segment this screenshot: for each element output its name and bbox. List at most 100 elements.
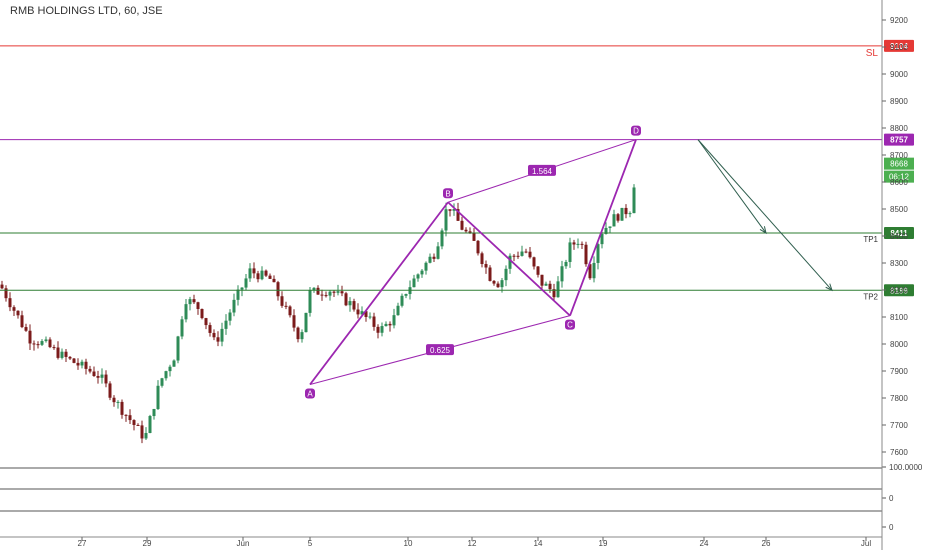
candle-body: [544, 283, 548, 286]
candle-body: [604, 227, 608, 234]
candle-body: [232, 299, 236, 313]
candle-body: [568, 242, 572, 262]
level-price-tag-sl: 9104: [890, 42, 908, 51]
candle-body: [512, 255, 516, 257]
candle-body: [124, 414, 128, 416]
candle-body: [340, 291, 344, 294]
candle-body: [284, 305, 288, 307]
candle-body: [60, 351, 64, 358]
candle-body: [208, 325, 212, 333]
candle-body: [160, 378, 164, 386]
candle-body: [484, 264, 488, 268]
candle-body: [424, 262, 428, 271]
price-tick-label-7600: 7600: [890, 448, 908, 457]
candle-body: [496, 283, 500, 288]
pattern-leg-ab: [309, 201, 449, 386]
pattern-point-c: C: [567, 321, 573, 330]
candle-body: [304, 312, 308, 333]
candle-body: [468, 231, 472, 233]
time-tick-label-14: 14: [534, 539, 543, 548]
candle-body: [380, 326, 384, 333]
candle-body: [584, 244, 588, 265]
candle-body: [588, 264, 592, 279]
harmonic-pattern: 1.564 0.625 A B C D: [305, 125, 641, 399]
candle-body: [432, 256, 436, 259]
candle-body: [444, 209, 448, 231]
candle-body: [288, 306, 292, 316]
time-tick-label-Jun: Jun: [237, 539, 250, 548]
candle-body: [280, 296, 284, 306]
target-arrowhead-1: [759, 226, 767, 235]
candle-body: [136, 424, 140, 426]
pattern-point-b: B: [445, 189, 450, 198]
candle-body: [132, 420, 136, 425]
candle-body: [252, 268, 256, 274]
candle-body: [300, 332, 304, 340]
pattern-point-c-bg: [565, 319, 575, 330]
candle-body: [476, 240, 480, 254]
candle-body: [224, 320, 228, 329]
candle-body: [596, 244, 600, 263]
candle-body: [44, 339, 48, 342]
candle-body: [388, 323, 392, 326]
candle-body: [172, 360, 176, 367]
candle-body: [532, 257, 536, 267]
candle-body: [76, 362, 80, 366]
candle-body: [452, 209, 456, 211]
time-tick-label-5: 5: [308, 539, 313, 548]
candle-body: [156, 385, 160, 409]
price-tick-label-8600: 8600: [890, 178, 908, 187]
candle-body: [212, 332, 216, 338]
candle-series: [0, 184, 636, 444]
indicator-panes: 100.0000 0 0: [0, 463, 923, 538]
candle-body: [456, 209, 460, 221]
candle-body: [148, 416, 152, 433]
candle-body: [608, 226, 612, 228]
price-tick-label-9200: 9200: [890, 16, 908, 25]
candle-body: [168, 366, 172, 372]
candle-body: [504, 268, 508, 281]
time-axis[interactable]: 27 29 Jun 5 10 12 14 19 24 26 Jul: [0, 536, 882, 548]
candle-body: [332, 291, 336, 293]
candle-body: [412, 278, 416, 288]
pane-axis-label-2: 0: [889, 523, 894, 532]
candle-body: [164, 371, 168, 379]
price-tick-label-9000: 9000: [890, 70, 908, 79]
price-tick-label-7800: 7800: [890, 394, 908, 403]
candle-body: [376, 326, 380, 333]
price-tick-label-8200: 8200: [890, 286, 908, 295]
candle-body: [40, 341, 44, 345]
candle-body: [180, 319, 184, 337]
ratio-label-ac: 0.625: [430, 346, 451, 355]
level-price-tag-tp1: 8411: [890, 229, 908, 238]
candle-body: [108, 383, 112, 398]
candle-body: [196, 302, 200, 309]
candle-body: [88, 368, 92, 372]
price-axis[interactable]: 9200 9100 9000 8900 8800 8700 8600 8500 8400 8300…: [881, 0, 908, 550]
candle-body: [200, 308, 204, 319]
level-text-tp1: TP1: [863, 235, 878, 244]
candle-body: [96, 376, 100, 378]
candle-body: [128, 415, 132, 421]
candle-body: [448, 209, 452, 211]
candle-body: [492, 280, 496, 284]
candle-body: [416, 274, 420, 279]
candle-body: [316, 287, 320, 295]
candle-body: [292, 315, 296, 328]
target-arrowhead-2: [825, 283, 833, 292]
candle-body: [188, 299, 192, 305]
target-arrows: [697, 139, 833, 292]
price-tick-label-8900: 8900: [890, 97, 908, 106]
countdown-tag: 06:12: [889, 173, 910, 182]
level-price-tag-bg-tp1: [884, 227, 914, 240]
candle-body: [440, 230, 444, 247]
pane-axis-label-0: 100.0000: [889, 463, 923, 472]
price-tick-label-8300: 8300: [890, 259, 908, 268]
candle-body: [572, 242, 576, 245]
candle-body: [352, 301, 356, 310]
candle-body: [112, 397, 116, 403]
candle-body: [552, 289, 556, 298]
candle-body: [428, 256, 432, 263]
candle-body: [116, 401, 120, 403]
